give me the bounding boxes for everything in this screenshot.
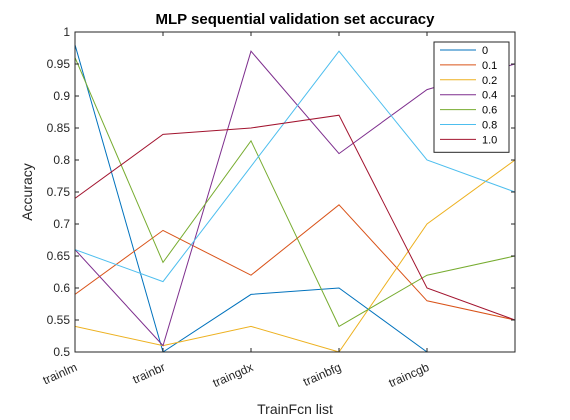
x-tick-label: traincgb [387, 360, 432, 390]
y-tick-label: 0.55 [47, 313, 71, 327]
y-tick-label: 0.95 [47, 57, 71, 71]
y-tick-label: 0.5 [53, 345, 70, 359]
legend-entry: 0.2 [482, 75, 497, 87]
x-tick-label: traingdx [211, 360, 256, 390]
legend: 0 0.1 0.2 0.4 0.6 0.8 1.0 [434, 42, 509, 152]
y-tick-label: 0.8 [53, 153, 70, 167]
legend-box [434, 42, 509, 152]
y-tick-label: 1 [63, 25, 70, 39]
x-tick-label: trainbfg [301, 360, 343, 389]
y-axis-label: Accuracy [19, 163, 35, 221]
y-tick-label: 0.85 [47, 121, 71, 135]
legend-entry: 0.6 [482, 105, 497, 117]
y-tick-label: 0.75 [47, 185, 71, 199]
legend-entry: 0.4 [482, 90, 497, 102]
y-tick-label: 0.7 [53, 217, 70, 231]
x-tick-label: trainlm [41, 360, 80, 387]
legend-entry: 0 [482, 45, 488, 57]
y-tick-label: 0.6 [53, 281, 70, 295]
chart-title: MLP sequential validation set accuracy [156, 11, 436, 28]
y-tick-label: 0.9 [53, 89, 70, 103]
x-tick-labels: trainlm trainbr traingdx trainbfg traincgb [41, 360, 432, 390]
x-axis-label: TrainFcn list [257, 401, 333, 417]
legend-entry: 1.0 [482, 134, 497, 146]
x-tick-label: trainbr [130, 360, 167, 387]
y-tick-labels: 0.5 0.55 0.6 0.65 0.7 0.75 0.8 0.85 0.9 0.95 1 [47, 25, 71, 359]
legend-entry: 0.1 [482, 60, 497, 72]
y-tick-label: 0.65 [47, 249, 71, 263]
legend-entry: 0.8 [482, 120, 497, 132]
